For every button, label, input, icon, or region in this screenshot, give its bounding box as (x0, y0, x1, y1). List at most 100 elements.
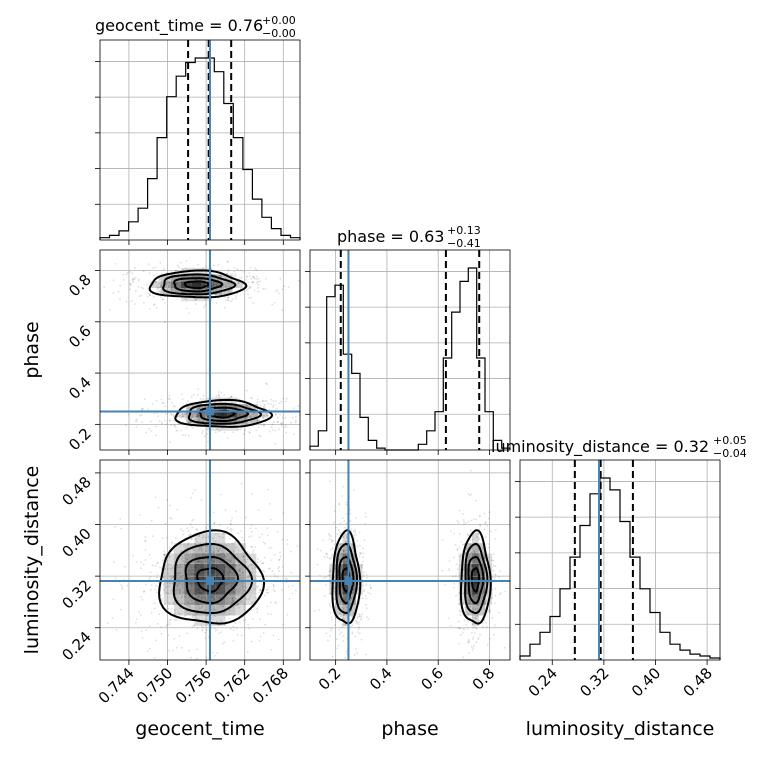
scatter-point (322, 539, 324, 542)
tick-label-x: 0.750 (133, 664, 176, 707)
scatter-point (255, 275, 258, 278)
scatter-point (216, 620, 218, 623)
scatter-point (211, 609, 213, 611)
scatter-point (356, 622, 358, 625)
scatter-point (172, 414, 175, 416)
scatter-point (269, 567, 271, 570)
scatter-point (280, 421, 283, 424)
scatter-point (191, 556, 194, 558)
scatter-point (248, 627, 251, 630)
scatter-point (267, 586, 270, 588)
scatter-point (341, 606, 344, 608)
scatter-point (205, 287, 208, 289)
scatter-point (257, 585, 259, 588)
scatter-point (281, 422, 284, 425)
scatter-point (189, 534, 191, 536)
scatter-point (271, 570, 274, 573)
scatter-point (217, 632, 220, 635)
scatter-point (350, 528, 353, 531)
density-cell (342, 594, 350, 606)
scatter-point (119, 284, 122, 287)
scatter-point (329, 635, 331, 637)
scatter-point (244, 417, 247, 420)
scatter-point (211, 652, 214, 654)
scatter-point (247, 288, 250, 290)
scatter-point (143, 539, 146, 542)
density-cell (194, 563, 205, 575)
scatter-point (344, 596, 347, 598)
scatter-point (175, 646, 178, 649)
scatter-point (257, 280, 260, 283)
scatter-point (231, 564, 234, 567)
scatter-point (211, 280, 214, 283)
scatter-point (186, 283, 189, 286)
scatter-point (235, 598, 238, 600)
scatter-point (181, 398, 184, 400)
scatter-point (243, 559, 245, 561)
scatter-point (119, 608, 122, 611)
scatter-point (156, 576, 158, 579)
scatter-point (329, 570, 332, 572)
scatter-point (334, 617, 337, 620)
scatter-point (261, 533, 263, 536)
scatter-point (167, 592, 170, 595)
scatter-point (233, 270, 236, 273)
scatter-point (184, 417, 187, 420)
tick-label-x: 0.24 (525, 664, 561, 700)
truth-marker (205, 576, 214, 585)
scatter-point (204, 598, 207, 600)
density-cell (215, 532, 226, 544)
scatter-point (197, 407, 200, 410)
scatter-point (145, 431, 148, 434)
scatter-point (222, 570, 225, 573)
scatter-point (235, 406, 238, 409)
scatter-point (284, 577, 287, 580)
density-cell (246, 594, 257, 606)
scatter-point (284, 417, 287, 419)
scatter-point (244, 619, 247, 621)
scatter-point (256, 401, 259, 404)
scatter-point (177, 572, 180, 575)
scatter-point (171, 603, 174, 605)
scatter-point (255, 268, 258, 271)
scatter-point (350, 597, 353, 600)
scatter-point (488, 611, 491, 614)
scatter-point (187, 530, 190, 532)
scatter-point (226, 527, 229, 529)
scatter-point (172, 601, 175, 604)
scatter-point (252, 281, 254, 284)
scatter-point (360, 552, 362, 555)
scatter-point (340, 567, 343, 570)
density-cell (342, 615, 350, 626)
scatter-point (214, 582, 217, 585)
scatter-point (169, 575, 172, 578)
scatter-point (329, 605, 332, 608)
scatter-point (333, 597, 336, 600)
density-cell (235, 584, 246, 595)
scatter-point (252, 281, 254, 284)
scatter-point (477, 553, 480, 555)
scatter-point (193, 613, 196, 616)
scatter-point (360, 615, 363, 618)
scatter-point (162, 573, 165, 576)
scatter-point (346, 513, 348, 515)
scatter-point (192, 592, 195, 595)
scatter-point (349, 540, 352, 543)
scatter-point (232, 562, 235, 565)
scatter-point (213, 587, 216, 590)
scatter-point (250, 535, 253, 538)
scatter-point (234, 297, 237, 300)
scatter-point (186, 268, 189, 270)
scatter-point (230, 556, 233, 559)
scatter-point (211, 285, 214, 288)
scatter-point (227, 299, 230, 302)
scatter-point (168, 282, 171, 284)
scatter-point (285, 426, 288, 428)
scatter-point (333, 598, 336, 601)
scatter-point (160, 632, 163, 635)
scatter-point (269, 403, 272, 406)
scatter-point (242, 571, 245, 574)
scatter-point (342, 485, 344, 488)
density-cell (349, 543, 356, 554)
tick-label-x: 0.768 (249, 664, 292, 707)
